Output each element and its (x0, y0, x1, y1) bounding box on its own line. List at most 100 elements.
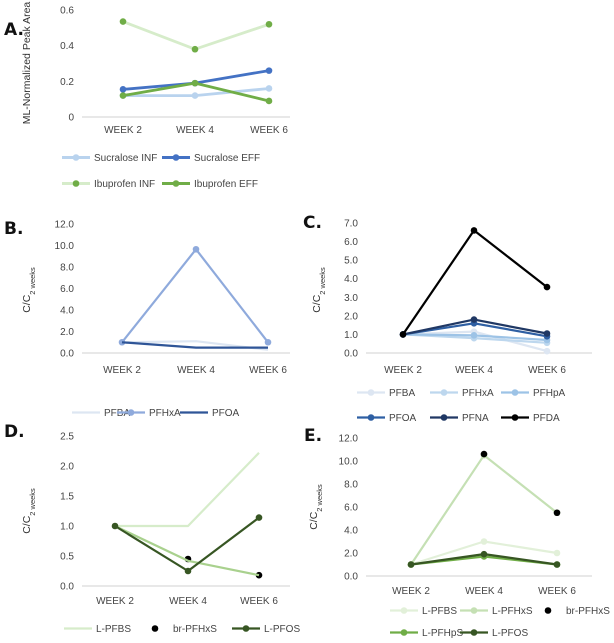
data-point (480, 450, 488, 458)
y-tick-label: 4.0 (344, 526, 358, 537)
y-tick-label: 12.0 (55, 220, 75, 231)
data-point (191, 92, 199, 99)
data-point (192, 245, 200, 253)
legend-marker (72, 180, 80, 187)
legend-label: Ibuprofen EFF (194, 179, 258, 190)
data-point (553, 549, 561, 557)
y-tick-label: 1.0 (60, 522, 74, 533)
chart-panel-d: D. 0.0 0.5 1.0 1.5 2.0 2.5 WEEK 2 WEEK 4 WEEK 6 C/… (4, 422, 300, 635)
data-point (191, 79, 199, 87)
series-pfda (399, 227, 551, 338)
legend-item-pfhpa: PFHpA (501, 388, 566, 399)
x-tick-label: WEEK 4 (176, 125, 214, 136)
chart-panel-c: C. 0.0 1.0 2.0 3.0 4.0 5.0 6.0 7.0 WEEK 2 WEEK 4 WE… (303, 213, 592, 424)
legend-item-l-pfos: L-PFOS (232, 624, 300, 635)
data-point (407, 561, 415, 568)
data-point (265, 67, 273, 74)
y-axis-label: C/C2 weeks (311, 267, 327, 313)
data-point (264, 338, 272, 346)
y-axis-label: C/C2 weeks (21, 488, 37, 534)
x-tick-label: WEEK 6 (250, 125, 288, 136)
series-line (114, 525, 260, 577)
legend-item-sucralose inf: Sucralose INF (62, 153, 157, 164)
legend-label: PFBA (389, 388, 415, 399)
y-tick-label: 2.0 (344, 549, 358, 560)
data-point (553, 561, 561, 568)
y-tick-label: 0.4 (60, 41, 74, 52)
y-tick-label: 0.0 (344, 349, 358, 360)
legend-label: Sucralose INF (94, 153, 157, 164)
data-point (399, 331, 407, 338)
data-point (119, 86, 127, 93)
y-tick-label: 0.0 (60, 349, 74, 360)
y-tick-label: 8.0 (344, 480, 358, 491)
x-tick-label: WEEK 2 (384, 365, 422, 376)
data-point (119, 18, 127, 25)
data-point (470, 227, 478, 234)
y-tick-label: 6.0 (344, 503, 358, 514)
legend-marker (470, 629, 478, 636)
legend-label: Ibuprofen INF (94, 179, 155, 190)
legend-marker (242, 625, 250, 632)
y-tick-label: 6.0 (344, 237, 358, 248)
panel-letter: E. (304, 426, 322, 446)
y-axis-label: C/C2 weeks (308, 484, 324, 530)
legend-item-pfoa: PFOA (357, 413, 417, 424)
legend-item-l-pfhxs: L-PFHxS (460, 606, 533, 617)
legend-label: L-PFBS (422, 606, 457, 617)
y-tick-label: 4.0 (60, 306, 74, 317)
legend-item-pfna: PFNA (430, 413, 489, 424)
legend-marker (172, 180, 180, 187)
x-tick-label: WEEK 2 (96, 596, 134, 607)
legend-item-sucralose eff: Sucralose EFF (162, 153, 260, 164)
legend-marker (127, 409, 135, 416)
legend-marker (511, 389, 519, 396)
x-tick-label: WEEK 6 (240, 596, 278, 607)
data-point (118, 338, 126, 346)
legend-label: PFNA (462, 413, 489, 424)
x-tick-label: WEEK 2 (103, 365, 141, 376)
x-tick-label: WEEK 2 (392, 586, 430, 597)
legend-item-l-pfhps: L-PFHpS (390, 628, 463, 639)
x-tick-label: WEEK 6 (249, 365, 287, 376)
y-tick-label: 5.0 (344, 256, 358, 267)
y-tick-label: 2.0 (60, 462, 74, 473)
legend-label: PFOA (212, 408, 240, 419)
legend-label: PFOA (389, 413, 417, 424)
data-point (265, 20, 273, 28)
legend-marker (151, 625, 159, 632)
y-tick-label: 0.0 (344, 572, 358, 583)
x-tick-label: WEEK 6 (538, 586, 576, 597)
data-point (480, 538, 488, 545)
y-tick-label: 1.0 (344, 330, 358, 341)
data-point (111, 522, 119, 530)
panel-letter: A. (4, 20, 24, 40)
legend-item-l-pfbs: L-PFBS (390, 606, 457, 617)
panel-letter: D. (4, 422, 25, 442)
chart-panel-a: A. 0 0.2 0.4 0.6 WEEK 2 WEEK 4 WEEK 6 ML-Normali… (4, 2, 290, 190)
legend-label: Sucralose EFF (194, 153, 260, 164)
legend-marker (367, 414, 375, 421)
series-line (121, 248, 269, 343)
y-tick-label: 7.0 (344, 219, 358, 230)
legend-marker (367, 389, 375, 396)
data-point (470, 316, 478, 323)
data-point (191, 45, 199, 53)
legend-item-pfhxa: PFHxA (117, 408, 181, 419)
y-tick-label: 0 (68, 113, 74, 124)
chart-panel-e: E. 0.0 2.0 4.0 6.0 8.0 10.0 12.0 WEEK 2 WEEK 4 WEE… (304, 426, 610, 639)
series-l-pfhxs (114, 525, 260, 577)
x-tick-label: WEEK 4 (177, 365, 215, 376)
y-tick-label: 2.0 (60, 327, 74, 338)
series-line (115, 452, 260, 528)
legend-label: PFDA (533, 413, 560, 424)
chart-panel-b: B. 0.0 2.0 4.0 6.0 8.0 10.0 12.0 WEEK 2 WEEK 4 WEE… (4, 219, 290, 419)
legend-marker (440, 414, 448, 421)
series-br-pfhxs (480, 450, 561, 517)
legend-label: PFHpA (533, 388, 566, 399)
series-l-pfos (407, 550, 561, 568)
series-ibuprofen inf (119, 18, 273, 53)
legend-label: L-PFHxS (492, 606, 533, 617)
x-tick-label: WEEK 4 (169, 596, 207, 607)
